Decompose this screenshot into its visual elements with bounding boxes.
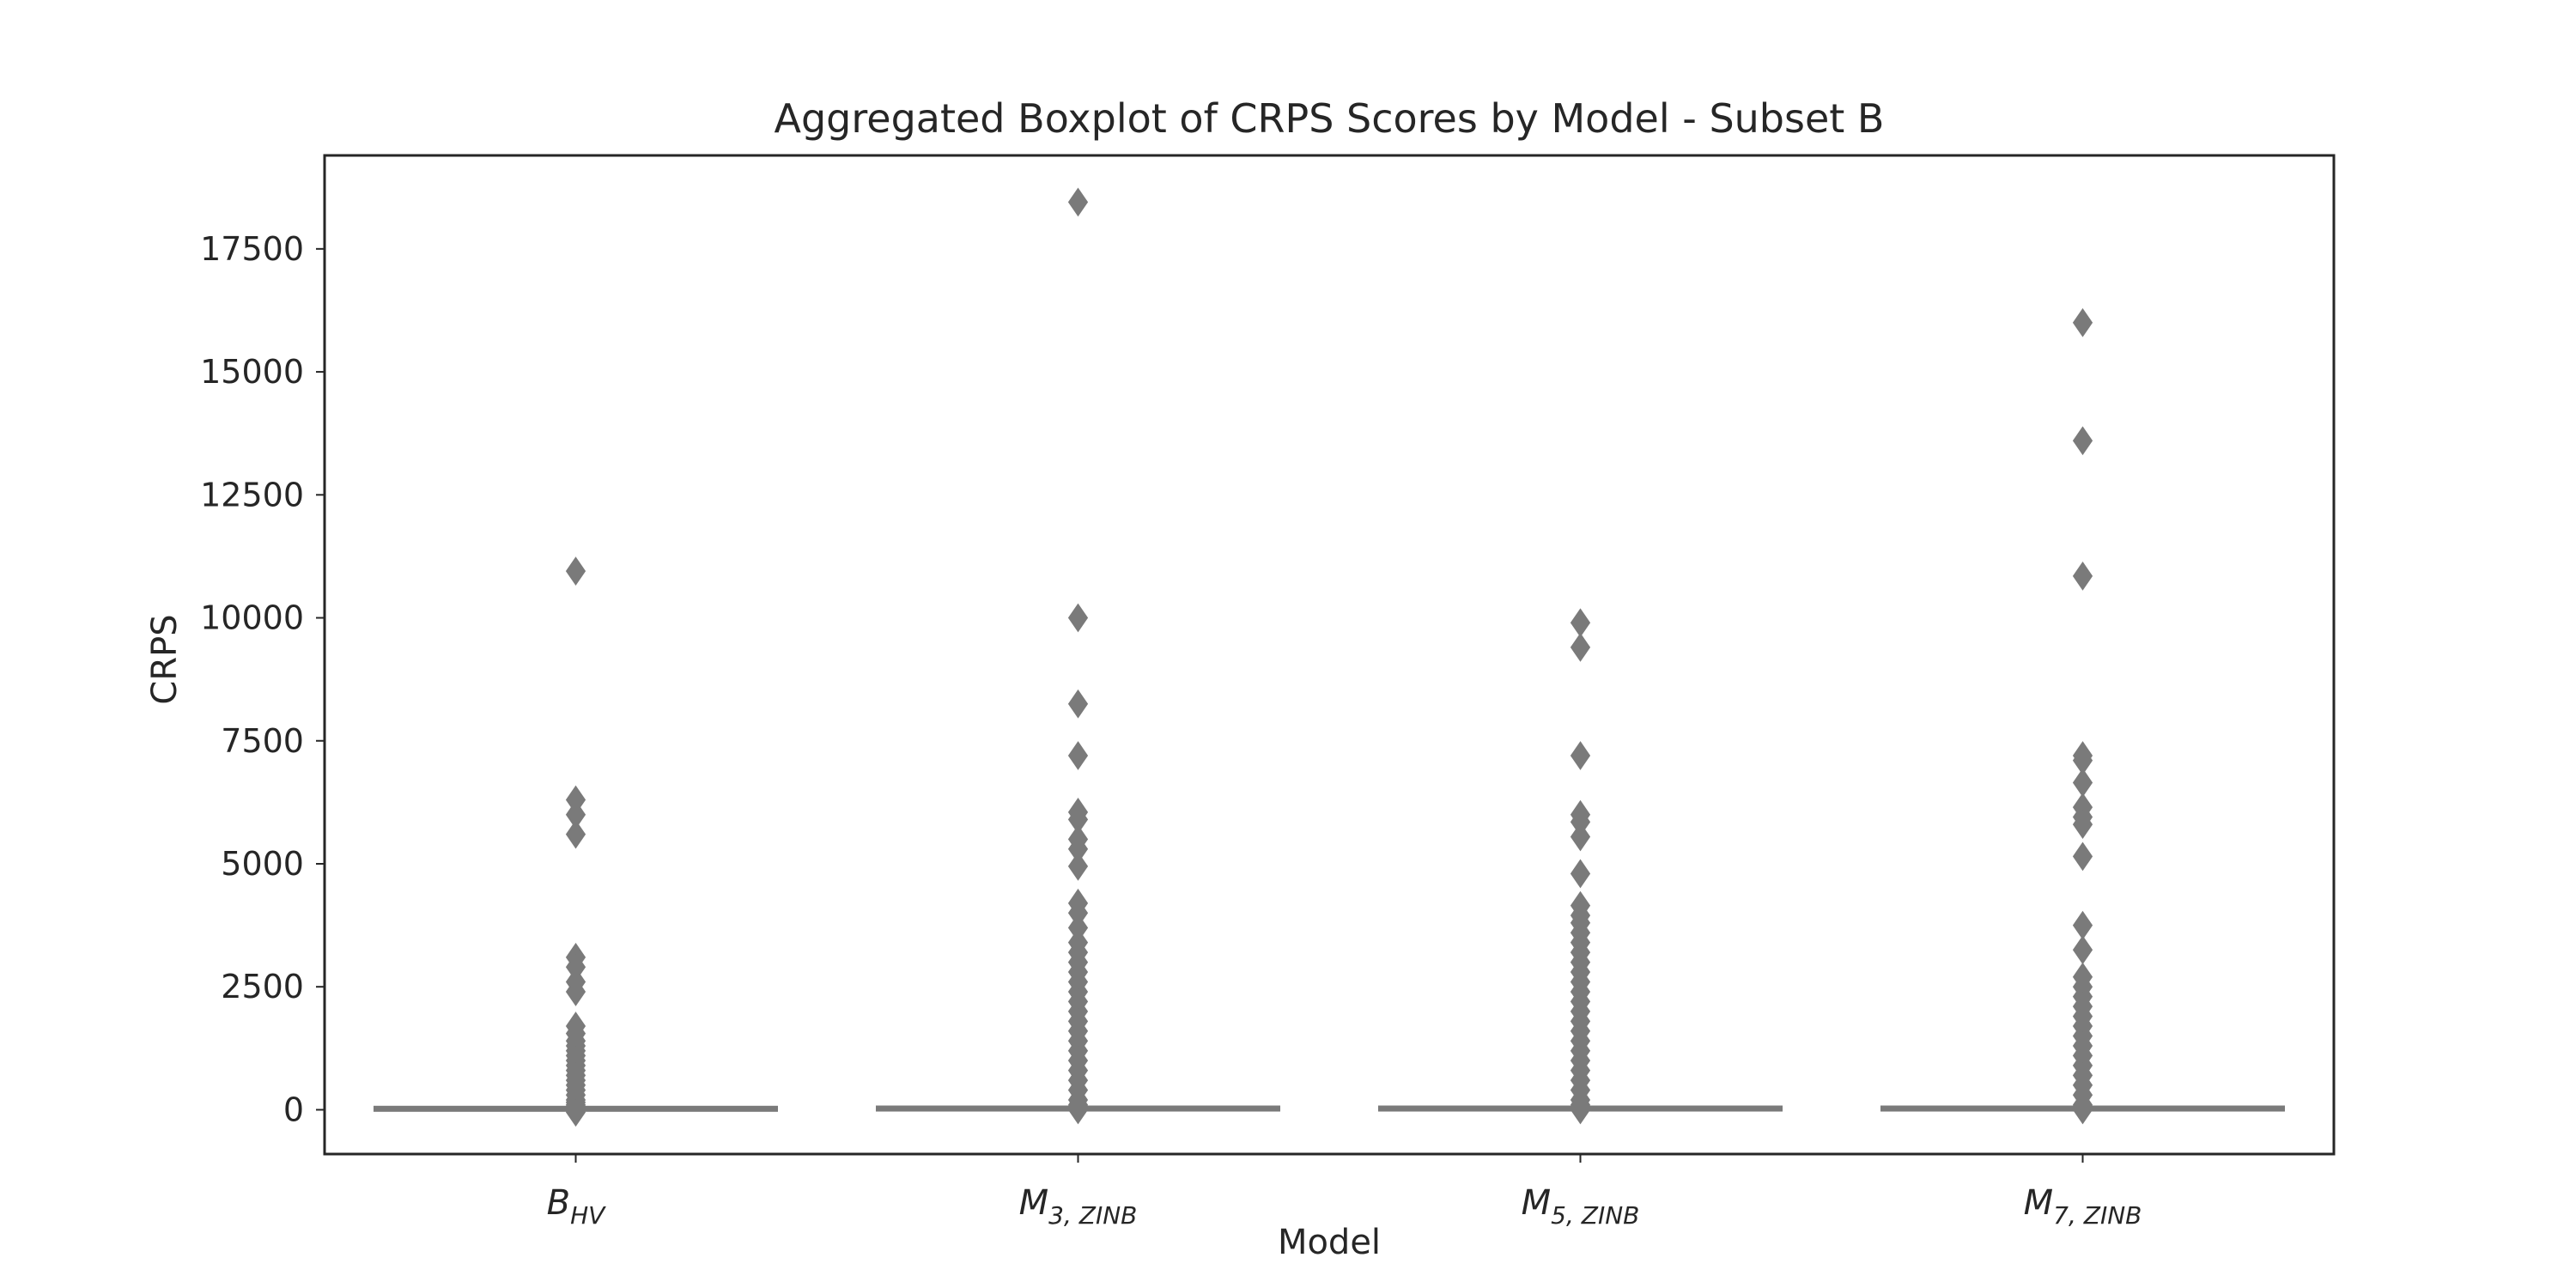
outlier-point [1570, 822, 1591, 852]
outlier-point [1067, 187, 1089, 217]
outlier-point [1067, 603, 1089, 633]
outlier-point [1570, 1095, 1591, 1125]
outlier-point [1067, 689, 1089, 719]
x-tick-label: M3, ZINB [1019, 1183, 1138, 1230]
outlier-point [1067, 741, 1089, 770]
box-group [374, 556, 778, 1127]
x-tick-label: M7, ZINB [2024, 1183, 2142, 1230]
outlier-point [2072, 910, 2093, 940]
plot-frame [323, 154, 2336, 1156]
y-tick-label: 10000 [200, 599, 304, 637]
outlier-point [2072, 841, 2093, 872]
outlier-point [1570, 859, 1591, 889]
outlier-point [2072, 935, 2093, 965]
outlier-point [1570, 633, 1591, 662]
outlier-point [565, 977, 586, 1006]
outlier-point [2072, 810, 2093, 840]
outlier-point [565, 819, 586, 849]
outlier-point [1570, 741, 1591, 770]
chart-title: Aggregated Boxplot of CRPS Scores by Mod… [775, 95, 1885, 142]
x-axis-label: Model [1278, 1223, 1381, 1262]
box-group [1378, 608, 1783, 1125]
y-tick-label: 17500 [200, 230, 304, 268]
y-tick-label: 7500 [221, 722, 304, 760]
y-axis-label: CRPS [145, 614, 185, 704]
outlier-point [565, 556, 586, 586]
box-group [1880, 307, 2285, 1125]
outlier-point [2072, 1095, 2093, 1125]
y-tick-label: 5000 [221, 845, 304, 883]
x-tick-label: M5, ZINB [1522, 1183, 1640, 1230]
x-tick-label: BHV [547, 1183, 607, 1230]
outlier-point [1067, 1095, 1089, 1125]
outlier-point [2072, 561, 2093, 591]
outlier-point [2072, 426, 2093, 456]
y-tick-label: 12500 [200, 476, 304, 513]
y-tick-label: 0 [283, 1091, 304, 1128]
outlier-point [565, 1097, 586, 1127]
y-tick-label: 2500 [221, 968, 304, 1005]
outlier-point [1570, 608, 1591, 638]
plot-area [374, 187, 2285, 1127]
y-tick-label: 15000 [200, 353, 304, 391]
box-group [876, 187, 1280, 1125]
outlier-point [1067, 851, 1089, 881]
outlier-point [2072, 768, 2093, 798]
outlier-point [2072, 307, 2093, 337]
